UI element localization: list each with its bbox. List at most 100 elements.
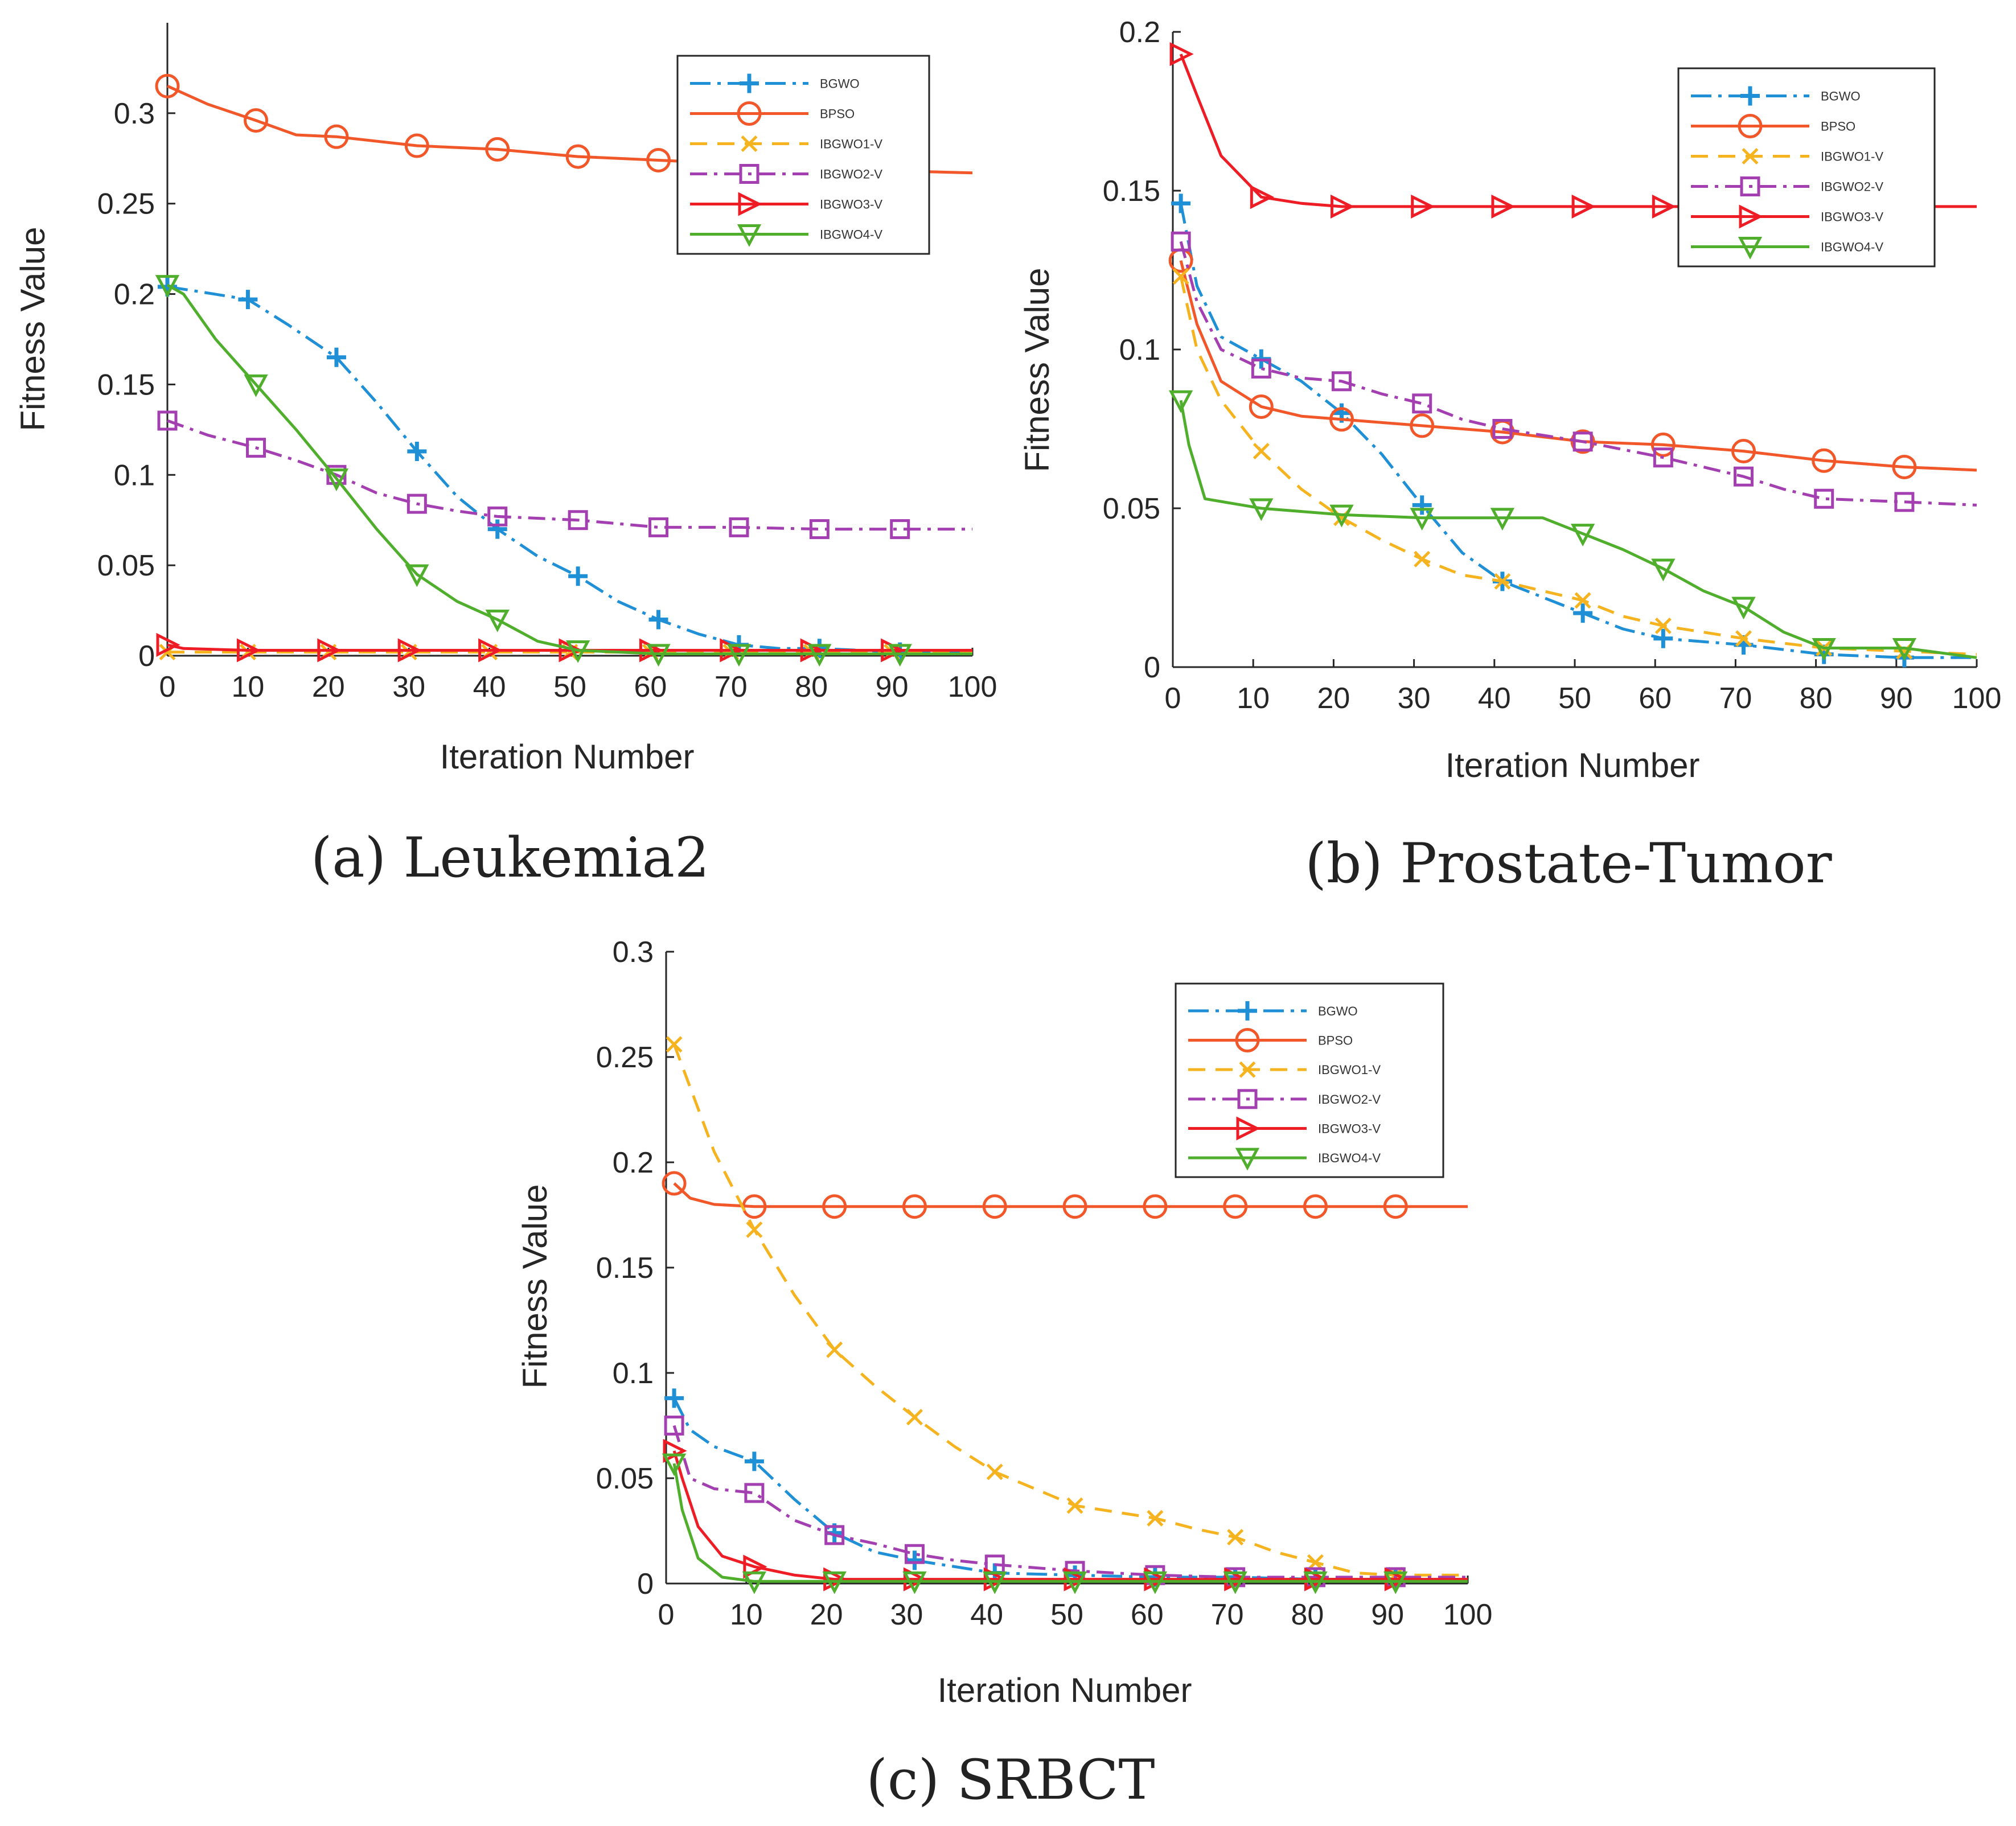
xlabel-a: Iteration Number [440,738,695,776]
legend-item-ibgwo4-v: IBGWO4-V [1188,1148,1381,1171]
data-point-ibgwo3-v [1652,194,1676,219]
series-line-bgwo [672,1397,1468,1581]
data-point-ibgwo2-v [1814,488,1834,509]
y-tick-label: 0.25 [596,1041,654,1074]
legend-marker-ibgwo4-v [1738,237,1763,260]
y-tick-label: 0.15 [596,1252,654,1285]
data-point-ibgwo2-v [664,1416,684,1436]
x-tick-label: 20 [312,671,345,704]
data-point-ibgwo4-v [1303,1571,1328,1594]
data-point-bpso [1223,1194,1248,1219]
legend-label: IBGWO2-V [1821,180,1883,194]
data-point-ibgwo2-v [904,1544,925,1564]
y-tick-label: 0.05 [97,549,155,582]
legend-item-ibgwo1-v: IBGWO1-V [1691,147,1883,165]
data-point-ibgwo1-v [1227,1529,1244,1546]
x-tick-label: 40 [473,671,506,704]
panel-prostate-tumor: Fitness Value Iteration Number (b) Prost… [1018,16,2001,895]
data-point-ibgwo2-v [1653,447,1673,468]
data-point-ibgwo2-v [568,510,588,530]
data-point-ibgwo1-v [1735,630,1752,647]
legend-item-bpso: BPSO [1691,114,1855,138]
series-line-ibgwo2-v [167,419,972,531]
data-point-bpso [1383,1194,1408,1219]
x-tick-label: 100 [1443,1598,1493,1631]
caption-b: (b) Prostate-Tumor [1305,832,1832,895]
data-point-ibgwo4-v [807,644,832,667]
legend-item-bgwo: BGWO [690,73,860,93]
series-ibgwo4-v [662,1453,1468,1594]
data-point-bgwo [648,610,668,630]
data-point-bpso [902,1194,927,1219]
legend-item-ibgwo2-v: IBGWO2-V [1188,1089,1381,1109]
data-point-ibgwo4-v [1570,524,1595,546]
x-tick-label: 90 [1371,1598,1404,1631]
data-point-ibgwo1-v [1654,617,1672,634]
y-tick-label: 0.25 [97,188,155,221]
x-tick-label: 40 [1478,682,1511,715]
data-point-bgwo [568,566,588,586]
legend-label: BPSO [820,107,855,121]
data-point-ibgwo2-v [729,517,749,537]
legend-item-bpso: BPSO [1188,1028,1353,1052]
x-tick-label: 10 [730,1598,763,1631]
y-tick-label: 0 [637,1568,654,1601]
series-bpso [1168,248,1977,479]
data-point-ibgwo4-v [485,609,510,632]
data-point-ibgwo2-v [1492,419,1513,439]
legend-label: IBGWO2-V [1318,1092,1381,1107]
series-line-ibgwo2-v [672,1425,1468,1579]
y-tick-label: 0.15 [97,368,155,401]
data-point-bpso [1570,429,1595,454]
x-tick-label: 10 [231,671,264,704]
legend-marker-bgwo [1238,1001,1257,1021]
data-point-bpso [155,73,180,98]
series-bpso [662,1171,1468,1219]
legend-marker-ibgwo1-v [741,135,758,153]
caption-a: (a) Leukemia2 [311,826,709,890]
data-point-ibgwo2-v [157,410,178,431]
data-point-bpso [662,1171,687,1196]
y-tick-label: 0.2 [613,1146,654,1179]
data-point-ibgwo4-v [726,644,752,667]
data-point-ibgwo2-v [487,506,508,527]
data-point-ibgwo4-v [1731,597,1756,620]
data-point-bgwo [664,1388,684,1408]
series-line-ibgwo4-v [672,1463,1468,1583]
x-tick-label: 50 [1558,682,1591,715]
legend-label: IBGWO4-V [1821,240,1883,254]
y-tick-label: 0.1 [613,1357,654,1390]
x-tick-label: 70 [715,671,748,704]
data-point-ibgwo3-v [823,1567,848,1591]
data-point-ibgwo4-v [1410,508,1434,531]
legend-item-ibgwo1-v: IBGWO1-V [690,135,882,153]
data-point-ibgwo4-v [888,644,912,667]
legend-label: IBGWO1-V [1821,150,1883,164]
legend-marker-bgwo [740,73,759,93]
data-point-ibgwo2-v [648,517,669,537]
yticks-b: 0 0.05 0.1 0.15 0.2 [1103,16,1181,684]
data-point-ibgwo4-v [742,1571,767,1594]
legend-marker-ibgwo2-v [1237,1089,1258,1109]
legend-marker-ibgwo4-v [737,224,762,247]
xlabel-b: Iteration Number [1446,746,1700,784]
xticks-b: 0 10 20 30 40 50 60 70 80 90 100 [1165,659,2001,715]
data-point-ibgwo4-v [405,564,429,587]
data-point-ibgwo4-v [1329,504,1354,528]
x-tick-label: 40 [970,1598,1003,1631]
series-line-ibgwo3-v [672,1450,1468,1581]
data-point-bpso [485,137,510,162]
x-tick-label: 80 [1800,682,1833,715]
y-tick-label: 0.2 [1119,16,1160,49]
data-point-bgwo [487,519,507,539]
legend-marker-ibgwo1-v [1742,147,1759,165]
series-ibgwo2-v [157,410,972,540]
legend-marker-ibgwo2-v [1740,176,1760,196]
series-ibgwo2-v [1171,231,1977,512]
legend-label: IBGWO4-V [820,228,882,242]
y-tick-label: 0.05 [1103,492,1160,525]
legend-marker-bgwo [1740,86,1760,106]
data-point-ibgwo3-v [903,1567,928,1591]
series-line-ibgwo4-v [1179,400,1977,659]
data-point-ibgwo3-v [1224,1567,1249,1591]
